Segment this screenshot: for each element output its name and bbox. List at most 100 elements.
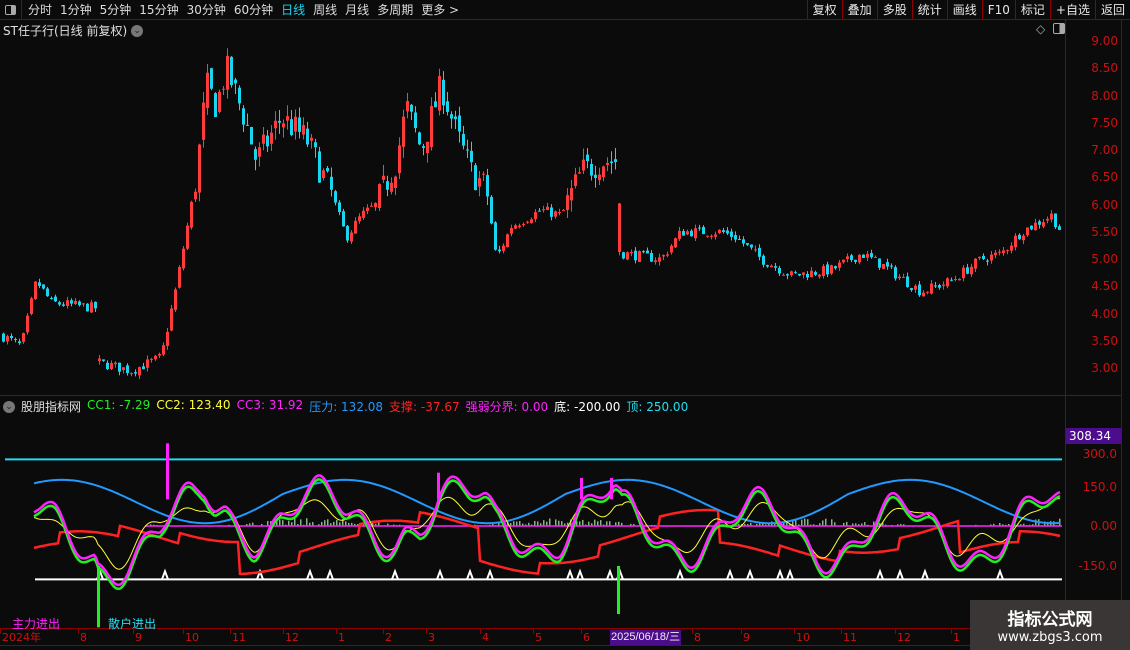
candle-body <box>566 195 569 211</box>
toolbar-button[interactable]: 标记 <box>1014 0 1050 20</box>
period-tab[interactable]: 1分钟 <box>60 3 92 17</box>
toolbar-button[interactable]: 复权 <box>806 0 842 20</box>
candle-body <box>758 247 761 257</box>
candle-body <box>346 225 349 241</box>
volume-bar <box>297 524 299 526</box>
candle-body <box>154 355 157 360</box>
date-label: 10 <box>185 631 199 644</box>
pane-divider <box>0 395 1121 396</box>
candle-body <box>374 202 377 208</box>
volume-bar <box>318 524 320 526</box>
candle-body <box>810 270 813 278</box>
candle-body <box>910 288 913 291</box>
toolbar-button[interactable]: 返回 <box>1094 0 1130 20</box>
candle-body <box>330 176 333 190</box>
date-label: 2024年 <box>2 631 41 644</box>
candle-body <box>302 125 305 135</box>
volume-bar <box>357 524 359 526</box>
period-tab[interactable]: 15分钟 <box>139 3 179 17</box>
chevron-down-icon[interactable]: ⌄ <box>131 24 144 37</box>
toolbar-button[interactable]: 叠加 <box>841 0 877 20</box>
volume-bar <box>537 521 539 526</box>
period-tab[interactable]: 更多 > <box>421 3 460 17</box>
period-tab[interactable]: 分时 <box>28 3 53 17</box>
candle-body <box>278 120 281 123</box>
candle-body <box>878 258 881 268</box>
candle-body <box>1034 222 1037 231</box>
candle-body <box>538 210 541 212</box>
toolbar-button[interactable]: 多股 <box>876 0 912 20</box>
date-label: 6 <box>583 631 590 644</box>
diamond-icon[interactable]: ◇ <box>1036 22 1046 36</box>
candle-body <box>994 252 997 256</box>
candle-body <box>662 255 665 257</box>
date-label: 1 <box>338 631 345 644</box>
candle-body <box>526 221 529 223</box>
candle-body <box>906 276 909 287</box>
period-tab[interactable]: 30分钟 <box>186 3 226 17</box>
candle-body <box>858 254 861 263</box>
candle-body <box>266 135 269 147</box>
candle-body <box>1006 250 1009 252</box>
volume-bar <box>606 521 608 526</box>
volume-bar <box>249 523 251 526</box>
candle-body <box>518 225 521 228</box>
candle-body <box>1058 226 1061 231</box>
layout-toggle-button[interactable] <box>0 0 22 20</box>
period-tab[interactable]: 5分钟 <box>99 3 132 17</box>
indicator-name[interactable]: 股朋指标网 <box>21 400 82 414</box>
candle-body <box>970 266 973 275</box>
candle-body <box>14 339 17 341</box>
candle-body <box>842 259 845 263</box>
candle-body <box>314 142 317 148</box>
volume-bar <box>834 522 836 526</box>
candle-body <box>450 114 453 119</box>
volume-bar <box>348 522 350 526</box>
candle-body <box>1030 225 1033 230</box>
candle-body <box>78 301 81 306</box>
toolbar-button[interactable]: 统计 <box>911 0 947 20</box>
candle-body <box>362 210 365 218</box>
candle-body <box>38 282 41 286</box>
volume-bar <box>345 521 347 526</box>
candle-body <box>178 267 181 288</box>
period-tab[interactable]: 多周期 <box>377 3 414 17</box>
indicator-value: 底: -200.00 <box>554 400 621 414</box>
period-tab[interactable]: 60分钟 <box>233 3 274 17</box>
toolbar-button[interactable]: 画线 <box>946 0 982 20</box>
candle-body <box>982 255 985 260</box>
candle-body <box>846 256 849 260</box>
panel-icon[interactable] <box>1053 23 1065 34</box>
bottom-spike <box>876 568 884 580</box>
candle-body <box>26 315 29 333</box>
price-tick: 3.00 <box>1091 361 1118 375</box>
candle-body <box>674 238 677 248</box>
candle-body <box>798 273 801 276</box>
candle-body <box>514 225 517 229</box>
volume-bar <box>1035 519 1037 526</box>
candle-body <box>634 250 637 261</box>
chevron-down-icon[interactable]: ⌄ <box>3 400 15 413</box>
date-tick <box>230 628 231 634</box>
stock-title[interactable]: ST任子行(日线 前复权) ⌄ <box>3 22 144 39</box>
period-tab[interactable]: 周线 <box>313 3 338 17</box>
candle-body <box>70 300 73 304</box>
price-tick: 3.50 <box>1091 333 1118 348</box>
candle-body <box>594 174 597 178</box>
candle-body <box>610 161 613 163</box>
volume-bar <box>858 524 860 526</box>
volume-bar <box>1032 524 1034 526</box>
period-tab[interactable]: 日线 <box>281 3 306 17</box>
toolbar-button[interactable]: F10 <box>981 0 1015 20</box>
bottom-spike <box>746 568 754 580</box>
bottom-spike <box>486 568 494 580</box>
candle-body <box>682 231 685 236</box>
watermark-url: www.zbgs3.com <box>997 630 1103 645</box>
volume-bar <box>990 524 992 526</box>
toolbar-button[interactable]: +自选 <box>1049 0 1095 20</box>
period-tab[interactable]: 月线 <box>345 3 370 17</box>
candle-body <box>394 176 397 188</box>
bottom-spike <box>391 568 399 580</box>
bottom-spike <box>896 568 904 580</box>
